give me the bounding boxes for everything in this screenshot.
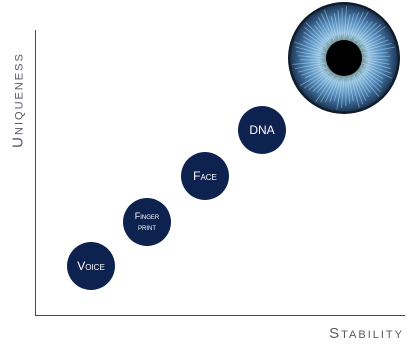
iris-fiber	[351, 79, 360, 108]
iris-fiber	[323, 9, 336, 40]
iris-fiber	[318, 17, 332, 40]
iris-fiber	[361, 72, 381, 93]
bubble-dna-label: DNA	[249, 122, 275, 137]
iris-fiber	[292, 61, 324, 65]
iris-fiber	[336, 78, 343, 110]
bubble-face-label: Face	[193, 168, 217, 183]
y-axis-label: Uniqueness	[9, 52, 27, 148]
iris-fiber	[364, 67, 384, 79]
iris-fiber	[356, 76, 369, 98]
iris-fiber	[320, 78, 335, 103]
iris-fiber	[333, 80, 341, 102]
iris-fiber	[299, 70, 326, 87]
iris-eye-image	[288, 2, 400, 114]
iris-fiber	[363, 64, 393, 79]
iris-fiber	[295, 46, 322, 55]
iris-fiber	[359, 26, 386, 45]
iris-fiber	[303, 36, 324, 49]
iris-fiber	[362, 34, 382, 46]
iris-fiber	[305, 22, 327, 44]
iris-fiber	[353, 11, 369, 38]
iris-fiber	[298, 65, 323, 73]
bubble-dna: DNA	[238, 106, 286, 154]
iris-fiber	[347, 13, 355, 36]
bubble-fingerprint-label: Finger print	[134, 210, 160, 232]
iris-fiber	[366, 61, 391, 70]
y-axis-line	[35, 30, 36, 316]
bubble-voice: Voice	[67, 242, 115, 290]
bubble-fingerprint: Finger print	[123, 198, 171, 246]
bubble-face: Face	[181, 152, 229, 200]
iris-fiber	[358, 22, 377, 41]
x-axis-line	[35, 315, 405, 316]
iris-fiber	[312, 75, 330, 93]
bubble-voice-label: Voice	[77, 258, 105, 273]
iris-fiber	[365, 42, 392, 51]
x-axis-label: Stability	[329, 325, 404, 342]
iris-fiber	[330, 15, 337, 37]
